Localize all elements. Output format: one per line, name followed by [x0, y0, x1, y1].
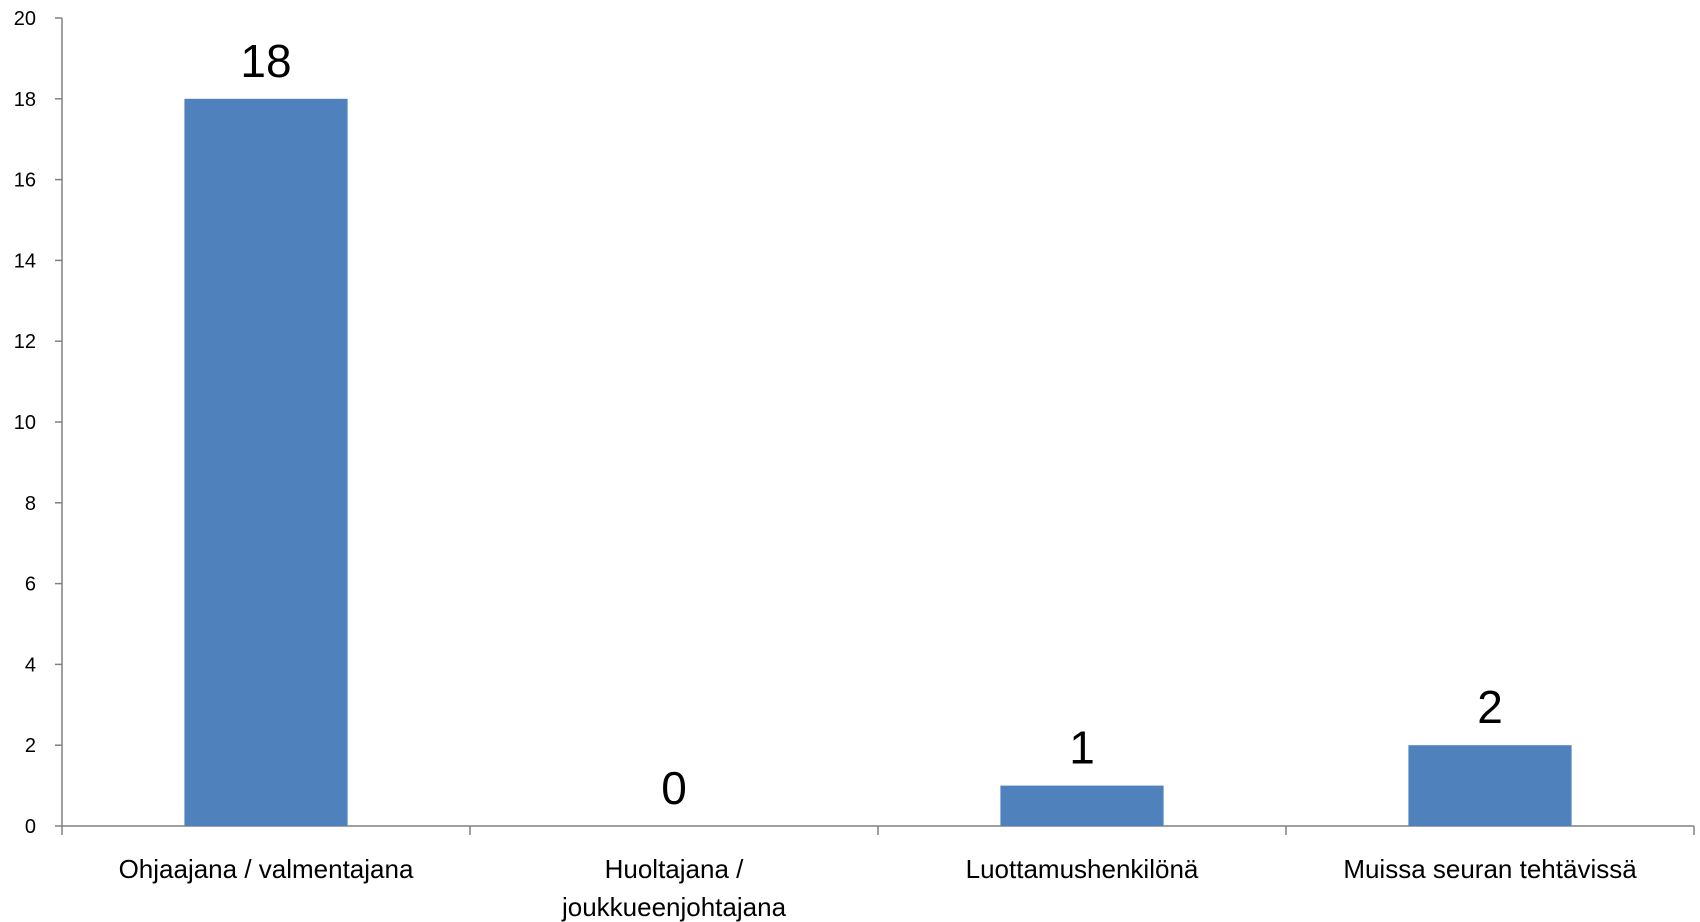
y-axis: 0 2 4 6 8 10 12 14 16 18 20 [14, 8, 63, 838]
x-axis: Ohjaajana / valmentajana Huoltajana / jouk… [61, 825, 1695, 922]
data-labels: 18 0 1 2 [240, 35, 1502, 814]
data-label: 2 [1477, 681, 1503, 733]
y-tick-label: 20 [14, 8, 36, 30]
x-tick-label: Muissa seuran tehtävissä [1343, 854, 1637, 884]
bars [184, 98, 1572, 827]
y-tick-label: 4 [25, 654, 36, 676]
y-tick-label: 18 [14, 89, 36, 111]
y-tick-label: 14 [14, 250, 36, 272]
y-tick-label: 6 [25, 574, 36, 596]
y-tick-label: 2 [25, 735, 36, 757]
bar [1000, 785, 1164, 826]
data-label: 18 [240, 35, 291, 87]
y-tick-label: 8 [25, 493, 36, 515]
data-label: 1 [1069, 722, 1095, 774]
bar [184, 98, 348, 827]
data-label: 0 [661, 762, 687, 814]
bar [1408, 745, 1572, 826]
x-tick-label: Ohjaajana / valmentajana [119, 854, 414, 884]
y-tick-label: 16 [14, 170, 36, 192]
y-tick-label: 0 [25, 816, 36, 838]
y-tick-label: 12 [14, 331, 36, 353]
x-tick-label: Huoltajana / joukkueenjohtajana [561, 854, 787, 922]
y-tick-label: 10 [14, 412, 36, 434]
x-tick-label: Luottamushenkilönä [966, 854, 1199, 884]
